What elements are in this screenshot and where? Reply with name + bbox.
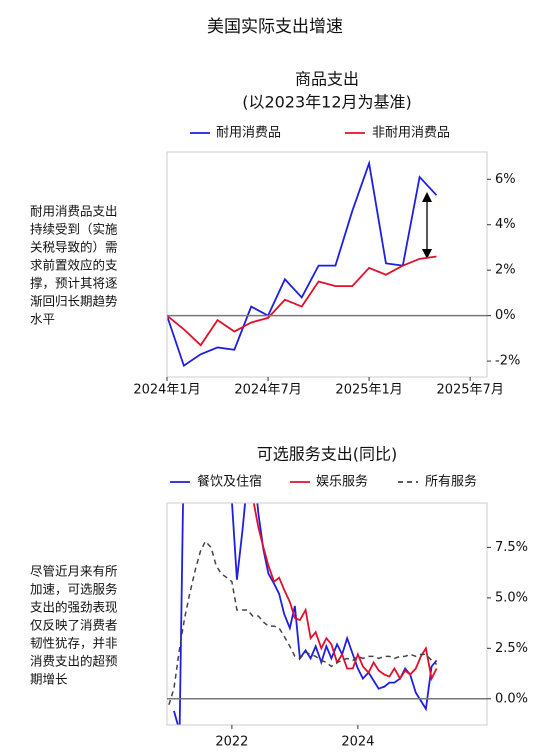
series-line <box>167 159 438 368</box>
legend-label: 娱乐服务 <box>316 474 368 490</box>
annotation: 渐回归长期趋势 <box>30 294 118 309</box>
chart <box>167 159 438 368</box>
plot-frame <box>166 151 488 378</box>
series-line <box>167 255 437 347</box>
annotation: 撑，预计其将逐 <box>30 276 118 291</box>
chart-title: 商品支出 <box>295 70 359 89</box>
x-tick-label: 2024 <box>341 735 374 750</box>
annotation: 韧性犹存，并非 <box>30 636 118 651</box>
plot-area <box>167 159 438 368</box>
main-title: 美国实际支出增速 <box>207 17 343 37</box>
annotation: 关税导致的）需 <box>30 240 118 255</box>
series-line <box>252 503 438 682</box>
y-tick-label: 0% <box>495 308 516 323</box>
y-tick-label: -2% <box>495 354 520 369</box>
annotation: 仅反映了消费者 <box>30 618 118 633</box>
x-tick-label: 2024年1月 <box>133 383 200 398</box>
chart-subtitle: (以2023年12月为基准) <box>242 93 412 112</box>
legend-label: 非耐用消费品 <box>372 126 450 141</box>
y-tick-label: 7.5% <box>495 540 528 555</box>
series-line <box>173 503 438 725</box>
annotation: 持续受到（实施 <box>30 222 118 237</box>
y-tick-label: 2.5% <box>495 641 528 656</box>
y-tick-label: 2% <box>495 263 516 278</box>
chart <box>168 503 438 725</box>
legend-label: 耐用消费品 <box>216 126 281 141</box>
x-tick-label: 2022 <box>215 735 248 750</box>
arrow <box>422 192 432 259</box>
legend-label: 餐饮及住宿 <box>197 474 262 490</box>
annotation: 消费支出的超预 <box>30 654 118 669</box>
annotation: 求前置效应的支 <box>30 258 118 273</box>
annotation: 耐用消费品支出 <box>30 204 118 219</box>
x-tick-label: 2025年1月 <box>335 383 402 398</box>
x-tick-label: 2024年7月 <box>234 383 301 398</box>
legend-label: 所有服务 <box>425 474 477 490</box>
chart-title: 可选服务支出(同比) <box>257 445 398 464</box>
annotation: 期增长 <box>30 672 68 687</box>
annotation: 支出的强劲表现 <box>30 600 118 615</box>
x-tick-label: 2025年7月 <box>436 383 503 398</box>
y-tick-label: 6% <box>495 172 516 187</box>
y-tick-label: 4% <box>495 217 516 232</box>
annotation: 加速，可选服务 <box>30 582 118 597</box>
annotation: 水平 <box>30 312 55 327</box>
plot-frame <box>166 502 488 726</box>
y-tick-label: 5.0% <box>495 590 528 605</box>
y-tick-label: 0.0% <box>495 691 528 706</box>
annotation: 尽管近月来有所 <box>30 564 118 579</box>
plot-area <box>168 503 438 725</box>
